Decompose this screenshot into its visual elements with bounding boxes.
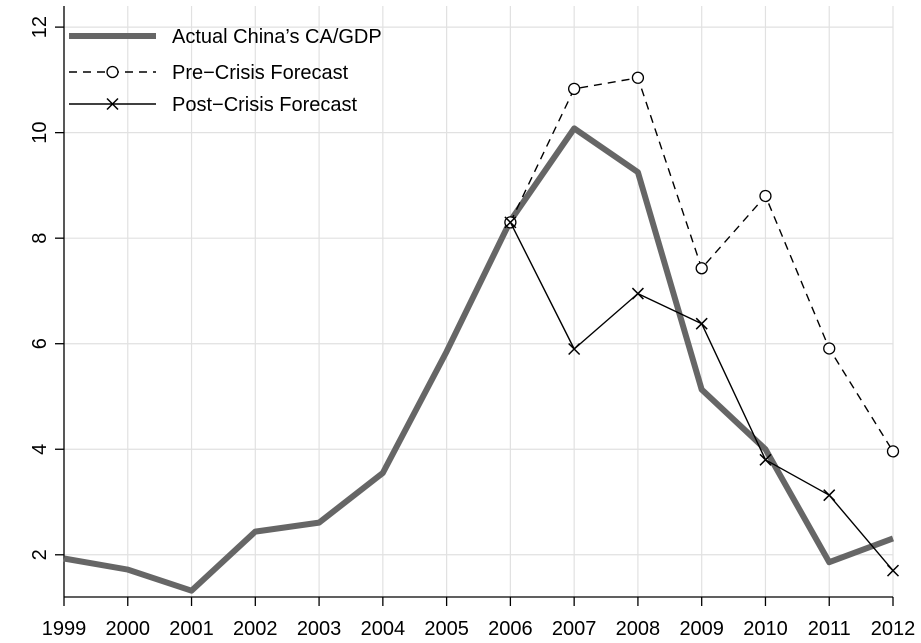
y-tick-label: 4 [29,444,51,455]
y-tick-label: 8 [29,233,51,244]
x-tick-label: 2012 [871,618,916,640]
x-marker [504,216,517,229]
x-tick-label: 2000 [106,618,151,640]
x-tick-label: 2009 [679,618,724,640]
x-tick-label: 2004 [361,618,406,640]
legend-item-2: Post−Crisis Forecast [69,94,357,116]
x-marker [886,564,900,577]
x-tick-label: 2006 [488,618,533,640]
series-layer [63,71,900,594]
x-tick-label: 2007 [552,618,597,640]
circle-marker [823,342,836,355]
legend-label: Pre−Crisis Forecast [172,62,349,84]
series-0 [63,125,895,594]
circle-marker [568,82,581,95]
y-tick-label: 6 [29,338,51,349]
circle-marker [695,262,708,275]
x-marker [759,453,772,466]
x-tick-label: 2001 [169,618,214,640]
x-tick-label: 2011 [808,618,851,640]
y-tick-label: 2 [29,549,51,560]
circle-marker [759,189,772,203]
x-marker [106,97,119,111]
x-tick-label: 2008 [616,618,661,640]
x-marker [568,342,581,356]
legend-label: Actual China’s CA/GDP [172,26,382,48]
axes: 2 4 6 8 10 12 1999 2000 2001 2002 2003 2004 2005 2006… [29,6,915,640]
gridlines [63,6,894,597]
series-line [63,125,895,594]
circle-marker [106,65,119,79]
x-tick-label: 2010 [743,618,788,640]
x-marker [695,317,708,330]
y-tick-label: 10 [29,122,51,144]
legend-item-0: Actual China’s CA/GDP [69,26,382,48]
x-marker [823,489,836,502]
circle-marker [631,71,645,84]
legend: Actual China’s CA/GDP Pre−Crisis Forecast… [69,26,382,116]
x-tick-label: 2005 [424,618,469,640]
series-2 [504,216,900,577]
x-tick-label: 2003 [297,618,342,640]
y-tick-label: 12 [29,16,51,38]
legend-item-1: Pre−Crisis Forecast [69,62,349,84]
x-tick-label: 1999 [42,618,87,640]
x-marker [631,287,644,300]
legend-label: Post−Crisis Forecast [172,94,357,116]
circle-marker [886,445,900,458]
x-tick-label: 2002 [233,618,278,640]
